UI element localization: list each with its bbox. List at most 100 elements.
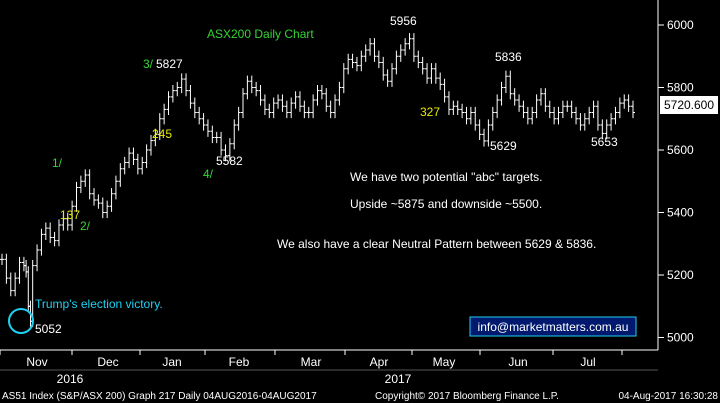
price-bar [241,88,246,119]
x-tick-label-mar: Mar [301,355,322,369]
price-bar [547,100,552,119]
price-bar [109,188,114,212]
x-tick-label-nov: Nov [26,355,47,369]
price-bar [482,128,487,147]
price-bar [127,147,132,169]
footer-center: Copyright© 2017 Bloomberg Finance L.P. [375,391,559,402]
price-bar [293,91,298,109]
price-bar [236,106,241,131]
price-bar [578,113,583,131]
price-bar [166,91,171,115]
price-bar [411,33,416,62]
price-bar [337,81,342,106]
price-bar [613,106,618,125]
price-bar [92,188,97,206]
price-bar [569,100,574,119]
annotation-327: 327 [420,105,440,119]
price-bar [96,194,101,209]
price-bar [359,50,364,72]
price-bar [517,94,522,112]
note-targets: We have two potential "abc" targets. [350,170,542,184]
price-bar [8,272,13,297]
price-bar [631,100,635,119]
price-bar [43,222,48,240]
price-bar [433,63,438,84]
price-bar [188,85,193,109]
price-bar [214,131,219,144]
annotation-5629: 5629 [490,139,517,153]
price-bar [48,222,53,244]
price-bar [4,253,9,284]
price-bar [556,106,561,125]
price-bar [560,100,565,119]
price-bar [175,81,180,97]
y-tick-label: 5200 [667,268,694,282]
price-bar [249,75,254,94]
price-bar [398,44,403,62]
price-bar [389,63,394,87]
price-bar [582,113,587,131]
price-bar [210,125,215,144]
note-upside-downside: Upside ~5875 and downside ~5500. [350,197,542,211]
price-bar [552,106,557,125]
price-bar [425,63,430,84]
annotation-5653: 5653 [591,135,618,149]
y-tick-label: 5400 [667,206,694,220]
price-bar [587,106,592,125]
price-bar [591,100,596,119]
annotation-wave-4: 4/ [203,167,214,181]
contact-email[interactable]: info@marketmatters.com.au [478,320,629,334]
price-bar [306,106,311,119]
price-bar [315,85,320,106]
x-tick-label-feb: Feb [229,355,250,369]
price-bar [381,56,386,81]
price-bar [70,200,75,231]
price-bar [162,103,167,125]
price-bar [205,119,210,137]
price-bar [267,103,272,119]
price-bar [534,94,539,119]
price-bar [170,85,175,103]
x-axis-ticks: Nov Dec Jan Feb Mar Apr May Jun Jul [0,350,623,369]
price-bar [394,50,399,75]
price-bar [503,70,508,94]
price-bar [258,85,263,106]
annotation-wave-3: 3/ [143,57,154,71]
annotation-5956: 5956 [390,14,417,28]
price-bar [56,219,61,247]
price-bar [420,56,425,75]
annotation-wave-1: 1/ [52,156,63,170]
y-axis-ticks: 5000 5200 5400 5600 5800 6000 [658,18,694,345]
price-bar [135,153,140,175]
price-bar [87,169,92,200]
price-bar [416,50,421,69]
price-bar [407,33,412,50]
price-bar [525,106,530,125]
price-bar [324,88,329,112]
y-tick-label: 5800 [667,81,694,95]
price-bar [197,106,202,125]
price-bar [35,244,40,272]
price-bar [13,272,18,297]
year-label-2017: 2017 [385,372,412,386]
last-price-box [660,96,718,114]
price-bar [105,200,110,219]
price-bar [65,213,70,231]
price-bar [153,128,158,147]
annotation-trump-election: Trump's election victory. [35,297,163,311]
price-bar [403,38,408,56]
annotation-5836: 5836 [495,50,522,64]
price-bar [442,78,447,103]
price-bar [538,88,543,106]
price-bar [574,106,579,125]
price-bar [17,256,22,284]
price-bar [600,119,605,140]
price-bar [350,53,355,69]
price-bar [83,169,88,187]
price-bar [118,163,123,187]
price-bar [333,94,338,119]
annotation-245: 245 [152,127,172,141]
price-bar [78,175,83,194]
price-bar [192,97,197,119]
price-bar [328,100,333,119]
